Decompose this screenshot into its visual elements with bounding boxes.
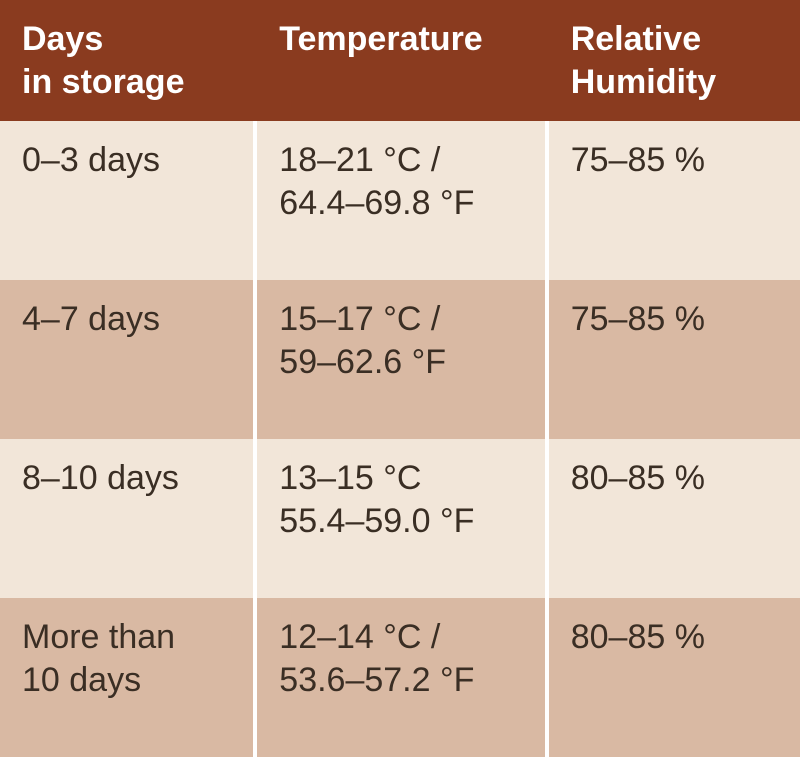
storage-conditions-table: Daysin storage Temperature RelativeHumid…	[0, 0, 800, 757]
col-header-temperature: Temperature	[257, 0, 544, 121]
cell-humidity: 80–85 %	[549, 598, 800, 757]
table-row: More than10 days 12–14 °C /53.6–57.2 °F …	[0, 598, 800, 757]
cell-humidity: 75–85 %	[549, 121, 800, 280]
table-row: 4–7 days 15–17 °C /59–62.6 °F 75–85 %	[0, 280, 800, 439]
table-header-row: Daysin storage Temperature RelativeHumid…	[0, 0, 800, 121]
cell-humidity: 75–85 %	[549, 280, 800, 439]
cell-days: 0–3 days	[0, 121, 253, 280]
cell-temperature: 13–15 °C55.4–59.0 °F	[257, 439, 544, 598]
table-row: 0–3 days 18–21 °C /64.4–69.8 °F 75–85 %	[0, 121, 800, 280]
cell-days: 4–7 days	[0, 280, 253, 439]
cell-temperature: 12–14 °C /53.6–57.2 °F	[257, 598, 544, 757]
table-body: 0–3 days 18–21 °C /64.4–69.8 °F 75–85 % …	[0, 121, 800, 757]
cell-temperature: 18–21 °C /64.4–69.8 °F	[257, 121, 544, 280]
col-header-humidity: RelativeHumidity	[549, 0, 800, 121]
col-header-days: Daysin storage	[0, 0, 253, 121]
table-row: 8–10 days 13–15 °C55.4–59.0 °F 80–85 %	[0, 439, 800, 598]
cell-days: More than10 days	[0, 598, 253, 757]
cell-humidity: 80–85 %	[549, 439, 800, 598]
cell-temperature: 15–17 °C /59–62.6 °F	[257, 280, 544, 439]
cell-days: 8–10 days	[0, 439, 253, 598]
